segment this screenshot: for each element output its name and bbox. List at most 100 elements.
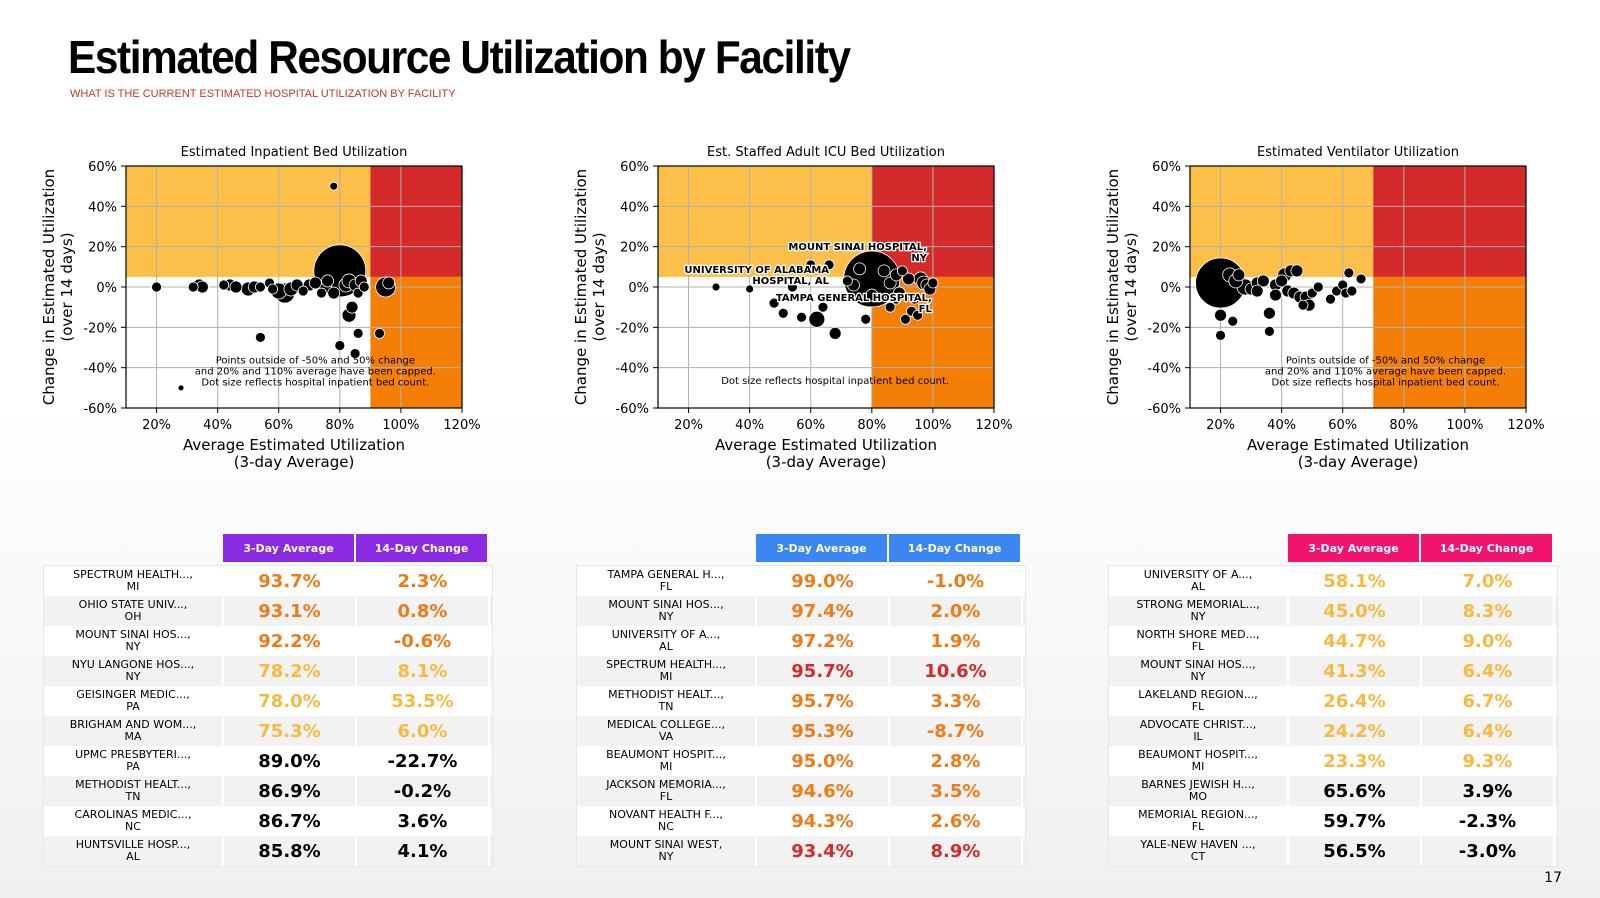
fourteen-day-change-value: -0.6% — [357, 626, 490, 656]
facility-name: MEDICAL COLLEGE..., VA — [577, 716, 757, 746]
three-day-average-value: 92.2% — [224, 626, 357, 656]
three-day-average-value: 89.0% — [224, 746, 357, 776]
x-tick-label: 100% — [1446, 418, 1483, 433]
fourteen-day-change-value: 6.7% — [1422, 686, 1555, 716]
data-point — [900, 313, 911, 325]
chart-title: Estimated Inpatient Bed Utilization — [181, 145, 408, 160]
icu-top-facilities-table: 3-Day Average 14-Day Change TAMPA GENERAL … — [576, 534, 1026, 867]
facility-name-line: ADVOCATE CHRIST..., — [1139, 718, 1257, 731]
y-tick-label: -40% — [1147, 362, 1181, 377]
table-row: BRIGHAM AND WOM..., MA 75.3% 6.0% — [44, 716, 492, 746]
facility-name: HUNTSVILLE HOSP..., AL — [44, 836, 224, 866]
chart-note: and 20% and 110% average have been cappe… — [1265, 367, 1506, 378]
data-point — [229, 280, 243, 294]
facility-name: MOUNT SINAI HOS..., NY — [1109, 656, 1289, 686]
inpatient-top-facilities-table: 3-Day Average 14-Day Change SPECTRUM HEALT… — [43, 534, 493, 867]
table-header: 3-Day Average 14-Day Change — [1288, 534, 1558, 562]
table-row: YALE-NEW HAVEN ..., CT 56.5% -3.0% — [1109, 836, 1557, 866]
facility-name-line: SPECTRUM HEALTH..., — [606, 658, 726, 671]
facility-name-line: MOUNT SINAI WEST, — [609, 838, 723, 851]
x-tick-label: 120% — [1507, 418, 1544, 433]
point-annotation: HOSPITAL, AL — [752, 276, 829, 287]
three-day-average-value: 95.0% — [757, 746, 890, 776]
facility-state: TN — [658, 700, 674, 713]
fourteen-day-change-value: 7.0% — [1422, 566, 1555, 596]
x-tick-label: 40% — [735, 418, 764, 433]
fourteen-day-change-value: 0.8% — [357, 596, 490, 626]
facility-state: TN — [125, 790, 141, 803]
y-axis-label: Change in Estimated Utilization — [1104, 169, 1122, 405]
facility-state: NC — [658, 820, 674, 833]
facility-name: BEAUMONT HOSPIT..., MI — [577, 746, 757, 776]
y-tick-label: 60% — [88, 160, 117, 175]
three-day-average-value: 75.3% — [224, 716, 357, 746]
data-point — [884, 301, 896, 313]
facility-state: AL — [1191, 580, 1205, 593]
facility-name: SPECTRUM HEALTH..., MI — [577, 656, 757, 686]
table-row: MEMORIAL REGION..., FL 59.7% -2.3% — [1109, 806, 1557, 836]
fourteen-day-change-value: -22.7% — [357, 746, 490, 776]
x-axis-label: Average Estimated Utilization — [1247, 436, 1469, 454]
chart-note: Points outside of -50% and 50% change — [216, 356, 415, 367]
fourteen-day-change-value: 2.3% — [357, 566, 490, 596]
three-day-average-value: 56.5% — [1289, 836, 1422, 866]
table-body: SPECTRUM HEALTH..., MI 93.7% 2.3% OHIO STATE… — [43, 565, 493, 867]
facility-name: CAROLINAS MEDIC..., NC — [44, 806, 224, 836]
facility-name-line: YALE-NEW HAVEN ..., — [1140, 838, 1256, 851]
facility-name: GEISINGER MEDIC..., PA — [44, 686, 224, 716]
zone-high-change — [658, 166, 872, 277]
facility-state: OH — [124, 610, 142, 623]
three-day-average-value: 94.3% — [757, 806, 890, 836]
three-day-average-value: 86.7% — [224, 806, 357, 836]
y-tick-label: -40% — [615, 362, 649, 377]
data-point — [786, 281, 798, 293]
table-row: MOUNT SINAI HOS..., NY 97.4% 2.0% — [577, 596, 1025, 626]
data-point — [308, 276, 322, 290]
data-point — [927, 277, 939, 289]
facility-state: MI — [1191, 760, 1205, 773]
three-day-average-value: 97.4% — [757, 596, 890, 626]
table-row: OHIO STATE UNIV..., OH 93.1% 0.8% — [44, 596, 492, 626]
data-point — [316, 287, 327, 299]
fourteen-day-change-value: 6.4% — [1422, 656, 1555, 686]
data-point — [1263, 306, 1276, 320]
data-point — [1346, 285, 1358, 297]
fourteen-day-change-value: 6.0% — [357, 716, 490, 746]
facility-name: ADVOCATE CHRIST..., IL — [1109, 716, 1289, 746]
fourteen-day-change-value: 6.4% — [1422, 716, 1555, 746]
y-tick-label: 40% — [88, 200, 117, 215]
fourteen-day-change-value: 53.5% — [357, 686, 490, 716]
x-axis-label: Average Estimated Utilization — [715, 436, 937, 454]
facility-state: NY — [125, 670, 141, 683]
three-day-average-value: 26.4% — [1289, 686, 1422, 716]
y-tick-label: -60% — [1147, 402, 1181, 417]
table-header: 3-Day Average 14-Day Change — [223, 534, 493, 562]
data-point — [912, 309, 924, 321]
y-tick-label: 20% — [1152, 241, 1181, 256]
facility-name-line: MOUNT SINAI HOS..., — [75, 628, 191, 641]
facility-state: AL — [659, 640, 673, 653]
chart-note: Dot size reflects hospital inpatient bed… — [201, 378, 429, 389]
data-point — [777, 307, 789, 319]
data-point — [808, 310, 826, 328]
facility-state: MI — [659, 760, 673, 773]
three-day-average-value: 44.7% — [1289, 626, 1422, 656]
three-day-average-value: 95.7% — [757, 656, 890, 686]
fourteen-day-change-value: 1.9% — [890, 626, 1023, 656]
column-header-14day-change: 14-Day Change — [889, 534, 1020, 562]
x-tick-label: 80% — [1389, 418, 1418, 433]
facility-name: BEAUMONT HOSPIT..., MI — [1109, 746, 1289, 776]
facility-name-line: BRIGHAM AND WOM..., — [69, 718, 197, 731]
facility-state: PA — [126, 760, 140, 773]
facility-name-line: UNIVERSITY OF A..., — [1143, 568, 1253, 581]
three-day-average-value: 24.2% — [1289, 716, 1422, 746]
fourteen-day-change-value: 2.6% — [890, 806, 1023, 836]
x-tick-label: 60% — [796, 418, 825, 433]
data-point — [1250, 284, 1264, 298]
facility-name: MEMORIAL REGION..., FL — [1109, 806, 1289, 836]
data-point — [382, 276, 396, 290]
y-axis-label-sub: (over 14 days) — [590, 232, 608, 341]
data-point — [865, 288, 879, 302]
data-point — [254, 332, 266, 343]
data-point — [896, 265, 908, 277]
